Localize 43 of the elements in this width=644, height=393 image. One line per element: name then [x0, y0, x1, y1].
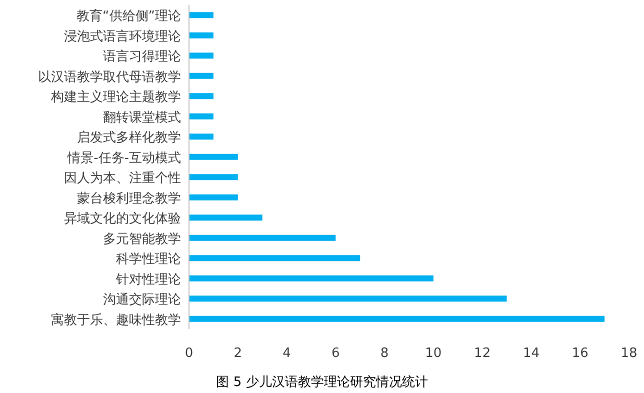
y-tick-label: 以汉语教学取代母语教学: [38, 70, 181, 85]
bar: [189, 296, 507, 302]
x-tick-label: 14: [522, 346, 540, 361]
bar: [189, 316, 605, 322]
y-tick-label: 科学性理论: [116, 252, 181, 268]
y-tick-label: 构建主义理论主题教学: [50, 89, 181, 106]
bar: [189, 214, 262, 221]
y-tick-label: 启发式多样化教学: [77, 130, 181, 146]
bar: [189, 134, 214, 140]
y-tick-label: 蒙台梭利理念教学: [77, 191, 181, 206]
bar: [189, 32, 214, 38]
bar: [189, 12, 214, 18]
bar: [189, 52, 214, 59]
x-tick-label: 6: [332, 346, 340, 361]
bar: [189, 113, 214, 120]
y-tick-label: 多元智能教学: [103, 232, 181, 247]
y-tick-label: 翻转课堂模式: [103, 110, 181, 126]
bar: [189, 194, 238, 200]
x-tick-label: 4: [282, 346, 291, 361]
x-tick-label: 16: [572, 346, 588, 361]
x-tick-label: 10: [425, 346, 442, 361]
y-tick-label: 沟通交际理论: [103, 292, 181, 308]
bar: [189, 72, 214, 79]
x-tick-label: 12: [474, 346, 491, 361]
bar: [189, 275, 434, 282]
x-tick-label: 0: [184, 346, 194, 361]
bar: [189, 234, 336, 241]
bar: [189, 93, 214, 100]
y-tick-label: 因人为本、注重个性: [64, 171, 181, 186]
y-tick-label: 针对性理论: [115, 272, 181, 288]
y-tick-label: 浸泡式语言环境理论: [64, 28, 181, 44]
bar: [189, 255, 360, 262]
y-tick-label: 情景-任务-互动模式: [66, 150, 181, 166]
x-tick-label: 2: [234, 346, 242, 361]
y-tick-label: 教育“供给侧”理论: [76, 8, 181, 24]
bar: [189, 174, 238, 180]
y-tick-label: 语言习得理论: [103, 48, 181, 65]
y-tick-label: 寓教于乐、趣味性教学: [51, 312, 181, 328]
bar: [189, 154, 238, 160]
x-tick-label: 18: [620, 346, 638, 361]
x-tick-label: 8: [380, 346, 389, 361]
y-tick-label: 异域文化的文化体验: [64, 212, 181, 227]
caption: 图 5 少儿汉语教学理论研究情况统计: [216, 375, 428, 390]
